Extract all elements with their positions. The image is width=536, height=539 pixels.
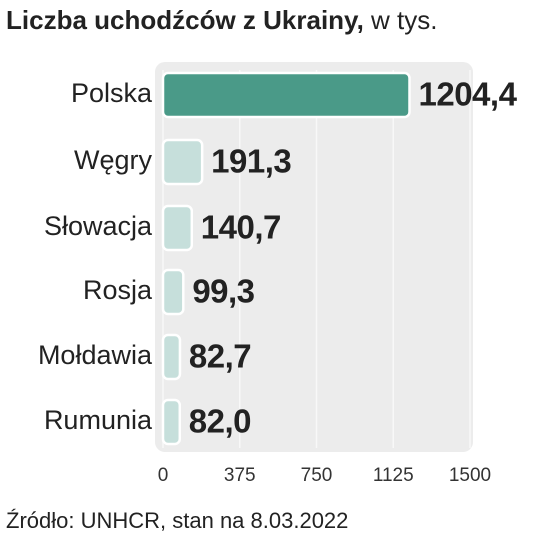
- y-tick-label: Rosja: [83, 275, 153, 305]
- value-label: 191,3: [211, 143, 291, 180]
- bar: [161, 138, 204, 186]
- x-tick-label: 1500: [449, 465, 491, 486]
- x-tick-label: 375: [224, 465, 256, 486]
- value-label: 82,0: [189, 403, 251, 440]
- source: Źródło: UNHCR, stan na 8.03.2022: [6, 508, 348, 533]
- bar: [161, 333, 182, 381]
- x-tick-label: 750: [301, 465, 333, 486]
- bar: [161, 71, 411, 119]
- chart-subtitle: w tys.: [370, 5, 437, 35]
- y-tick-label: Węgry: [74, 145, 153, 175]
- chart-title: Liczba uchodźców z Ukrainy,: [6, 5, 364, 35]
- x-tick-label: 0: [158, 465, 169, 486]
- x-tick-label: 1125: [373, 465, 414, 486]
- value-label: 1204,4: [419, 76, 518, 113]
- bar: [161, 268, 185, 316]
- bar: [161, 204, 194, 252]
- plot-background: [155, 62, 473, 452]
- y-tick-label: Mołdawia: [38, 340, 153, 370]
- value-label: 99,3: [192, 273, 254, 310]
- y-tick-label: Słowacja: [44, 211, 153, 241]
- value-label: 140,7: [201, 209, 281, 246]
- bar: [161, 398, 182, 446]
- y-tick-label: Polska: [71, 78, 153, 108]
- value-label: 82,7: [189, 338, 251, 375]
- chart-title-group: Liczba uchodźców z Ukrainy, w tys.: [6, 5, 438, 35]
- y-tick-label: Rumunia: [44, 405, 153, 435]
